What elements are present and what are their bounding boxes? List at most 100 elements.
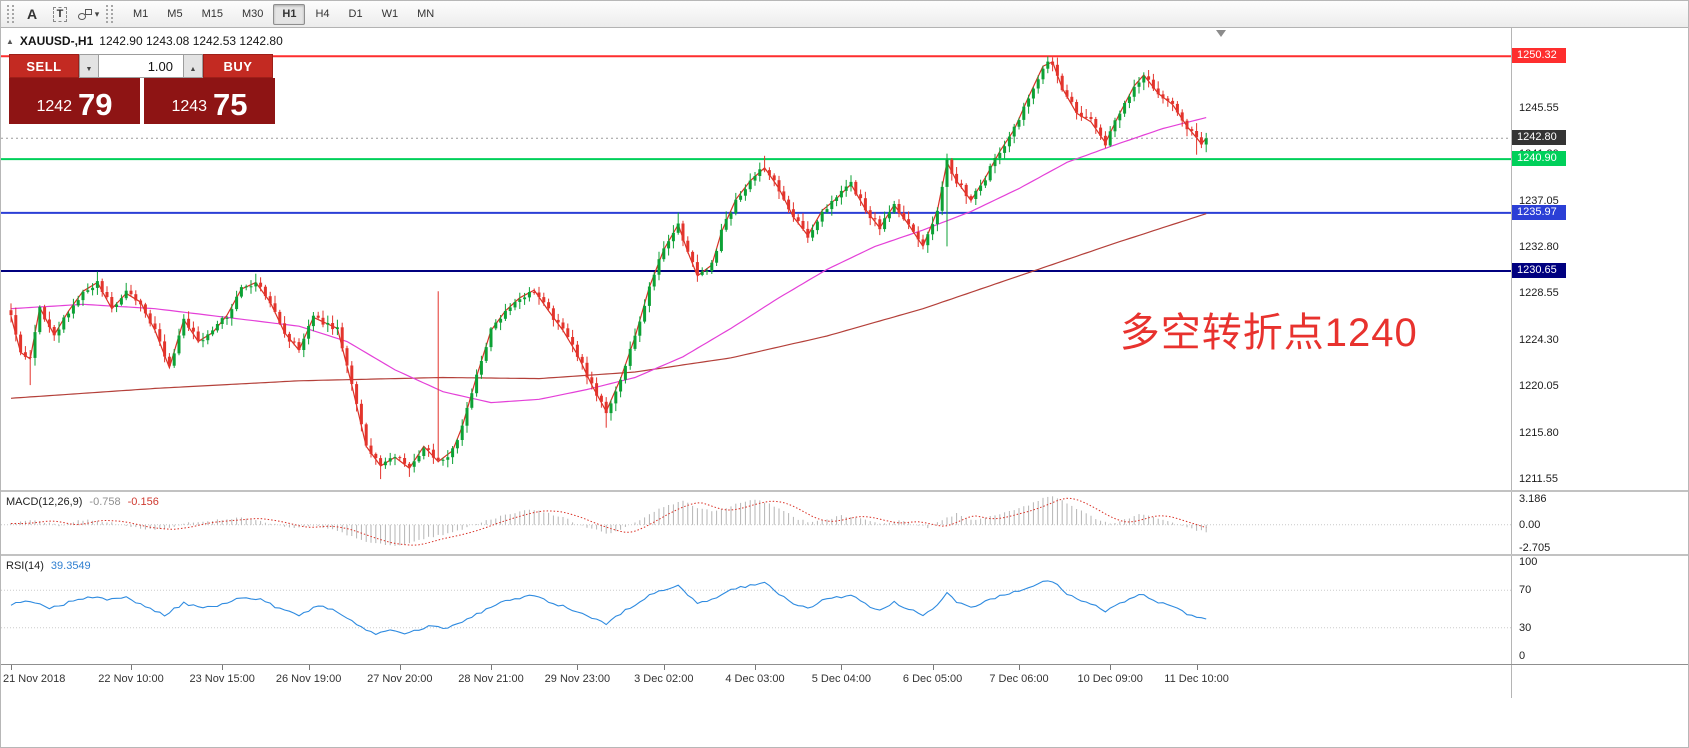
bid-price-display[interactable]: 1242 79 bbox=[9, 78, 140, 124]
price-badge-1230.65: 1230.65 bbox=[1512, 263, 1566, 278]
ma-slow-line bbox=[10, 213, 1207, 399]
shapes-tool-button[interactable]: ▾ bbox=[75, 3, 101, 25]
macd-axis[interactable]: 3.186 0.00 -2.705 bbox=[1511, 492, 1688, 554]
main-chart-panel: ▲ XAUUSD-,H1 1242.90 1243.08 1242.53 124… bbox=[1, 28, 1688, 490]
time-axis-label: 7 Dec 06:00 bbox=[989, 673, 1049, 685]
toolbar-grip-2[interactable] bbox=[106, 5, 113, 23]
time-tick bbox=[932, 665, 934, 670]
volume-input[interactable] bbox=[99, 54, 183, 78]
toolbar-grip[interactable] bbox=[7, 5, 14, 23]
macd-canvas[interactable] bbox=[1, 492, 1511, 554]
timeframe-M1-button[interactable]: M1 bbox=[124, 4, 157, 25]
price-axis-label: 1237.05 bbox=[1519, 194, 1559, 207]
rsi-value: 39.3549 bbox=[50, 560, 91, 572]
macd-signal-value: -0.156 bbox=[127, 496, 159, 508]
time-axis-label: 10 Dec 09:00 bbox=[1077, 673, 1143, 685]
rsi-axis[interactable]: 100 70 30 0 bbox=[1511, 556, 1688, 664]
chart-shift-marker-icon[interactable] bbox=[1215, 30, 1226, 37]
time-axis-label: 29 Nov 23:00 bbox=[544, 673, 611, 685]
time-axis-label: 6 Dec 05:00 bbox=[902, 673, 963, 685]
text-label-tool-button[interactable]: T bbox=[47, 3, 73, 25]
dropdown-caret-icon: ▾ bbox=[94, 8, 100, 19]
time-axis-corner bbox=[1511, 665, 1688, 698]
chart-symbol-header: ▲ XAUUSD-,H1 1242.90 1243.08 1242.53 124… bbox=[6, 34, 283, 48]
price-axis-label: 1228.55 bbox=[1519, 287, 1559, 300]
candles bbox=[9, 56, 1208, 480]
price-badge-1250.32: 1250.32 bbox=[1512, 48, 1566, 64]
time-tick bbox=[131, 665, 132, 670]
time-axis-label: 4 Dec 03:00 bbox=[725, 673, 785, 685]
timeframe-M5-button[interactable]: M5 bbox=[158, 4, 191, 25]
buy-button[interactable]: BUY bbox=[203, 54, 273, 78]
macd-main-value: -0.758 bbox=[89, 496, 121, 508]
bottom-spacer bbox=[1, 698, 1688, 747]
symbol-label: XAUUSD-,H1 bbox=[19, 34, 94, 48]
volume-increase-button[interactable]: ▲ bbox=[183, 54, 203, 78]
time-axis-label: 28 Nov 21:00 bbox=[458, 673, 524, 685]
rsi-label: RSI(14) 39.3549 bbox=[6, 560, 91, 572]
ohlc-values: 1242.90 1243.08 1242.53 1242.80 bbox=[99, 34, 283, 48]
time-axis-label: 11 Dec 10:00 bbox=[1164, 673, 1229, 685]
timeframe-MN-button[interactable]: MN bbox=[408, 4, 443, 25]
time-axis-label: 5 Dec 04:00 bbox=[811, 673, 872, 685]
one-click-collapse-icon[interactable]: ▲ bbox=[6, 36, 14, 46]
one-click-trading-panel: SELL ▼ ▲ BUY 1242 79 1243 75 bbox=[9, 54, 275, 124]
price-axis-label: 1224.30 bbox=[1519, 333, 1559, 346]
time-axis-label: 22 Nov 10:00 bbox=[98, 673, 164, 685]
price-badge-1242.80: 1242.80 bbox=[1512, 130, 1566, 146]
time-axis-label: 3 Dec 02:00 bbox=[634, 673, 694, 685]
trade-prices-row: 1242 79 1243 75 bbox=[9, 78, 275, 124]
rsi-plot-area[interactable]: RSI(14) 39.3549 bbox=[1, 556, 1511, 664]
label-tool-icon: T bbox=[52, 6, 68, 22]
timeframe-M15-button[interactable]: M15 bbox=[193, 4, 232, 25]
price-axis-label: 1232.80 bbox=[1519, 241, 1559, 254]
macd-plot-area[interactable]: MACD(12,26,9) -0.758 -0.156 bbox=[1, 492, 1511, 554]
chart-annotation-text: 多空转折点1240 bbox=[1119, 310, 1418, 355]
trade-controls-row: SELL ▼ ▲ BUY bbox=[9, 54, 275, 78]
macd-axis-label: 0.00 bbox=[1519, 518, 1541, 531]
time-tick bbox=[1019, 665, 1020, 670]
timeframe-W1-button[interactable]: W1 bbox=[373, 4, 408, 25]
rsi-line bbox=[10, 580, 1207, 636]
macd-axis-label: 3.186 bbox=[1519, 493, 1547, 505]
ask-price-display[interactable]: 1243 75 bbox=[144, 78, 275, 124]
time-axis[interactable]: 21 Nov 2018 22 Nov 10:00 23 Nov 15:00 26 No… bbox=[1, 664, 1688, 698]
rsi-canvas[interactable] bbox=[1, 556, 1511, 664]
time-axis-label: 27 Nov 20:00 bbox=[367, 673, 433, 685]
rsi-axis-label: 30 bbox=[1519, 621, 1532, 634]
rsi-name: RSI(14) bbox=[6, 560, 44, 572]
timeframe-H4-button[interactable]: H4 bbox=[306, 4, 338, 25]
sell-button[interactable]: SELL bbox=[9, 54, 79, 78]
timeframe-D1-button[interactable]: D1 bbox=[340, 4, 372, 25]
rsi-axis-label: 0 bbox=[1519, 650, 1526, 662]
ma-fast-line bbox=[10, 61, 1207, 470]
price-axis-label: 1220.05 bbox=[1519, 380, 1559, 393]
timeframe-H1-button[interactable]: H1 bbox=[273, 3, 306, 25]
macd-panel: MACD(12,26,9) -0.758 -0.156 3.186 0.00 -2.… bbox=[1, 490, 1688, 554]
time-tick bbox=[11, 665, 12, 670]
price-chart-area[interactable]: ▲ XAUUSD-,H1 1242.90 1243.08 1242.53 124… bbox=[1, 28, 1511, 490]
ma-mid-line bbox=[10, 117, 1207, 404]
time-tick bbox=[308, 665, 310, 670]
price-badge-1240.90: 1240.90 bbox=[1512, 151, 1566, 167]
time-tick bbox=[1196, 665, 1198, 670]
up-arrow-icon: ▲ bbox=[189, 65, 197, 73]
ask-pips: 75 bbox=[213, 87, 248, 123]
bid-pips: 79 bbox=[78, 87, 113, 123]
time-axis-label: 23 Nov 15:00 bbox=[189, 673, 255, 685]
price-chart-canvas[interactable] bbox=[1, 28, 1511, 490]
rsi-axis-label: 70 bbox=[1519, 584, 1532, 597]
time-axis-label: 21 Nov 2018 bbox=[3, 673, 66, 685]
price-axis[interactable]: 1245.551241.301237.051232.801228.551224.… bbox=[1511, 28, 1688, 490]
time-axis-labels[interactable]: 21 Nov 2018 22 Nov 10:00 23 Nov 15:00 26 No… bbox=[1, 665, 1511, 698]
price-badge-1235.97: 1235.97 bbox=[1512, 204, 1566, 220]
volume-decrease-button[interactable]: ▼ bbox=[79, 54, 99, 78]
time-tick bbox=[222, 665, 224, 670]
timeframe-M30-button[interactable]: M30 bbox=[233, 4, 272, 25]
shapes-icon bbox=[77, 8, 92, 20]
toolbar: A T ▾ M1 M5 M15 M30 H1 H4 D1 W1 MN bbox=[1, 1, 1688, 28]
rsi-panel: RSI(14) 39.3549 100 70 30 0 bbox=[1, 554, 1688, 664]
time-tick bbox=[755, 665, 756, 670]
price-axis-label: 1211.55 bbox=[1519, 473, 1558, 486]
text-annotation-tool-button[interactable]: A bbox=[19, 3, 45, 25]
